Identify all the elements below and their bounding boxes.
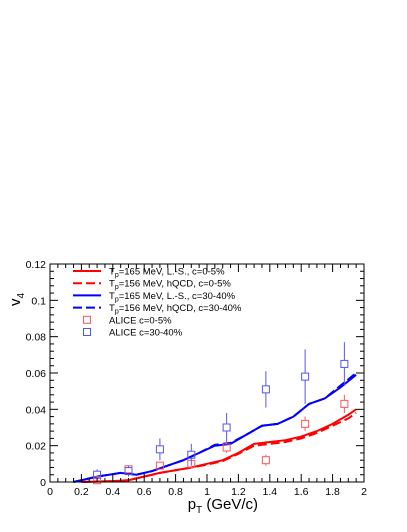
x-tick-label: 2 (361, 486, 367, 498)
legend: Tp=165 MeV, L.-S., c=0-5%Tp=156 MeV, hQC… (73, 267, 242, 339)
y-tick-label: 0.1 (31, 295, 46, 307)
data-point-2 (340, 359, 349, 368)
series-line-2 (81, 412, 357, 483)
y-tick-label: 0.02 (26, 441, 47, 453)
y-tick-label: 0.04 (26, 404, 47, 416)
legend-marker-1 (83, 315, 91, 324)
data-point-1 (261, 456, 270, 465)
y-tick-label: 0.06 (26, 368, 47, 380)
y-tick-label: 0.08 (26, 332, 47, 344)
data-point-2 (301, 372, 310, 381)
axes-layer: 0 0.2 0.4 0.6 0.8 1 1.2 1.4 1.6 1.8 2 0 0.02 0.04 0.06… (7, 259, 367, 516)
x-axis-title: pT (GeV/c) (188, 496, 258, 516)
data-point-2 (261, 385, 270, 394)
x-tick-label: 1.4 (262, 486, 277, 498)
y-tick-label: 0.12 (26, 259, 47, 271)
data-point-1 (340, 399, 349, 408)
legend-label-alice-2: ALICE c=30-40% (109, 328, 183, 339)
x-tick-label: 1.2 (231, 486, 246, 498)
data-point-2 (222, 423, 231, 432)
y-axis-title: v4 (7, 293, 27, 307)
curves-layer (73, 372, 357, 483)
legend-label-3: Tp=165 MeV, L.-S., c=30-40% (109, 291, 236, 304)
x-tick-label: 0.2 (74, 486, 89, 498)
data-point-1 (222, 443, 231, 452)
y-tick-label: 0 (40, 477, 46, 489)
legend-marker-2 (83, 328, 91, 336)
data-point-1 (155, 461, 164, 470)
x-tick-label: 1.6 (294, 486, 309, 498)
data-point-2 (187, 450, 196, 459)
x-tick-label: 0.6 (137, 486, 152, 498)
x-tick-label: 0.8 (168, 486, 183, 498)
data-point-1 (301, 419, 310, 428)
legend-label-alice-1: ALICE c=0-5% (109, 315, 172, 326)
x-tick-label: 1 (204, 486, 210, 498)
x-tick-label: 1.8 (325, 486, 340, 498)
data-point-2 (155, 445, 164, 454)
legend-label-4: Tp=156 MeV, hQCD, c=30-40% (109, 303, 242, 316)
legend-label-1: Tp=165 MeV, L.-S., c=0-5% (109, 267, 225, 280)
x-tick-label: 0.4 (105, 486, 120, 498)
series-line-3 (73, 374, 357, 483)
points-layer (93, 342, 349, 485)
data-point-2 (124, 467, 133, 476)
series-line-4 (73, 372, 357, 483)
legend-label-2: Tp=156 MeV, hQCD, c=0-5% (109, 279, 231, 292)
x-tick-label: 0 (47, 486, 53, 498)
data-point-1 (93, 476, 102, 485)
